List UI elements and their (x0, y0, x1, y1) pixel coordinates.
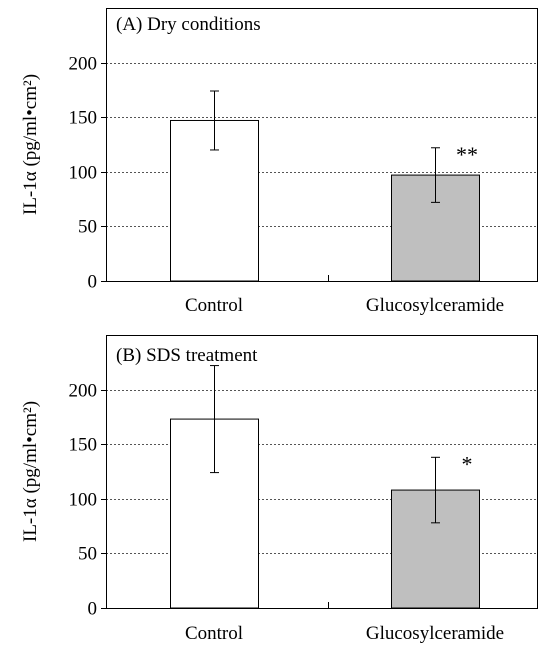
plot-frame (106, 8, 538, 282)
x-category-label-glucosylceramide: Glucosylceramide (366, 623, 504, 644)
y-tick-label-50: 50 (78, 217, 97, 238)
bar-glucosylceramide (391, 174, 480, 282)
y-tick-label-200: 200 (69, 381, 98, 402)
x-category-label-control: Control (185, 295, 243, 316)
y-axis-label: IL-1α (pg/ml•cm²) (20, 401, 41, 542)
y-tick-label-0: 0 (88, 272, 98, 293)
y-tick-label-150: 150 (69, 435, 98, 456)
plot-frame (106, 335, 538, 609)
y-tick-label-100: 100 (69, 163, 98, 184)
y-tick-label-50: 50 (78, 544, 97, 565)
x-category-label-control: Control (185, 623, 243, 644)
y-tick-label-100: 100 (69, 490, 98, 511)
panel-title: (A) Dry conditions (116, 14, 261, 35)
y-tick-label-200: 200 (69, 54, 98, 75)
panel-title: (B) SDS treatment (116, 345, 258, 366)
y-tick-label-150: 150 (69, 108, 98, 129)
significance-marker: ** (456, 142, 478, 167)
y-axis-label: IL-1α (pg/ml•cm²) (20, 74, 41, 215)
significance-marker: * (462, 451, 473, 476)
x-category-label-glucosylceramide: Glucosylceramide (366, 295, 504, 316)
panel-b: 0 50 100 150 200 Control * Glucosylceramide (B) … (20, 335, 538, 644)
y-tick-label-0: 0 (88, 599, 98, 620)
panel-a: 0 50 100 150 200 Control ** Glucosylceramide (A)… (20, 8, 538, 316)
